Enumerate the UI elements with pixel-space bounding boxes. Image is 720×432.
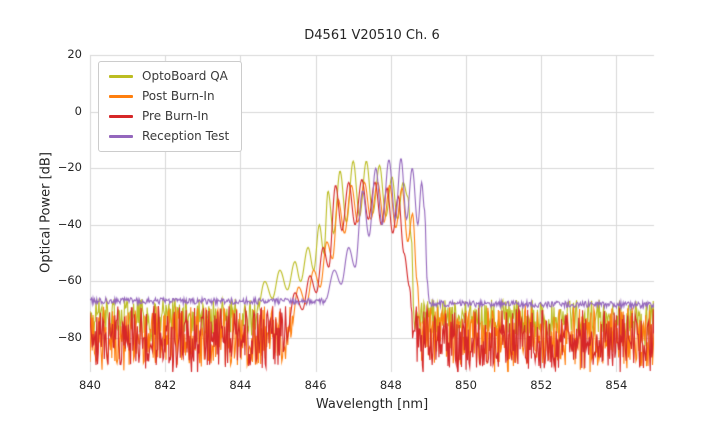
x-tick-label: 844 [229, 378, 252, 392]
y-tick-label: −40 [57, 216, 82, 231]
legend-label: OptoBoard QA [142, 69, 228, 83]
legend-swatch [109, 75, 133, 78]
legend: OptoBoard QA Post Burn-In Pre Burn-In Recep… [98, 61, 243, 152]
legend-item: Post Burn-In [109, 89, 229, 104]
x-tick-label: 852 [530, 378, 553, 392]
y-tick-label: −60 [57, 273, 82, 288]
y-tick-label: −80 [57, 330, 82, 345]
legend-item: Pre Burn-In [109, 109, 229, 124]
legend-label: Post Burn-In [142, 89, 215, 103]
legend-swatch [109, 135, 133, 138]
legend-label: Pre Burn-In [142, 109, 209, 123]
x-tick-label: 842 [154, 378, 177, 392]
legend-item: OptoBoard QA [109, 69, 229, 84]
x-tick-label: 846 [304, 378, 327, 392]
legend-swatch [109, 115, 133, 118]
chart-title: D4561 V20510 Ch. 6 [304, 28, 440, 43]
legend-item: Reception Test [109, 129, 229, 144]
legend-label: Reception Test [142, 129, 230, 143]
y-tick-label: −20 [57, 160, 82, 175]
x-tick-label: 854 [605, 378, 628, 392]
x-tick-label: 840 [79, 378, 101, 392]
y-tick-label: 0 [74, 103, 82, 118]
legend-swatch [109, 95, 133, 98]
y-tick-label: 20 [67, 47, 82, 61]
x-tick-label: 848 [379, 378, 402, 392]
x-tick-label: 850 [455, 378, 477, 392]
x-axis-label: Wavelength [nm] [315, 397, 429, 412]
